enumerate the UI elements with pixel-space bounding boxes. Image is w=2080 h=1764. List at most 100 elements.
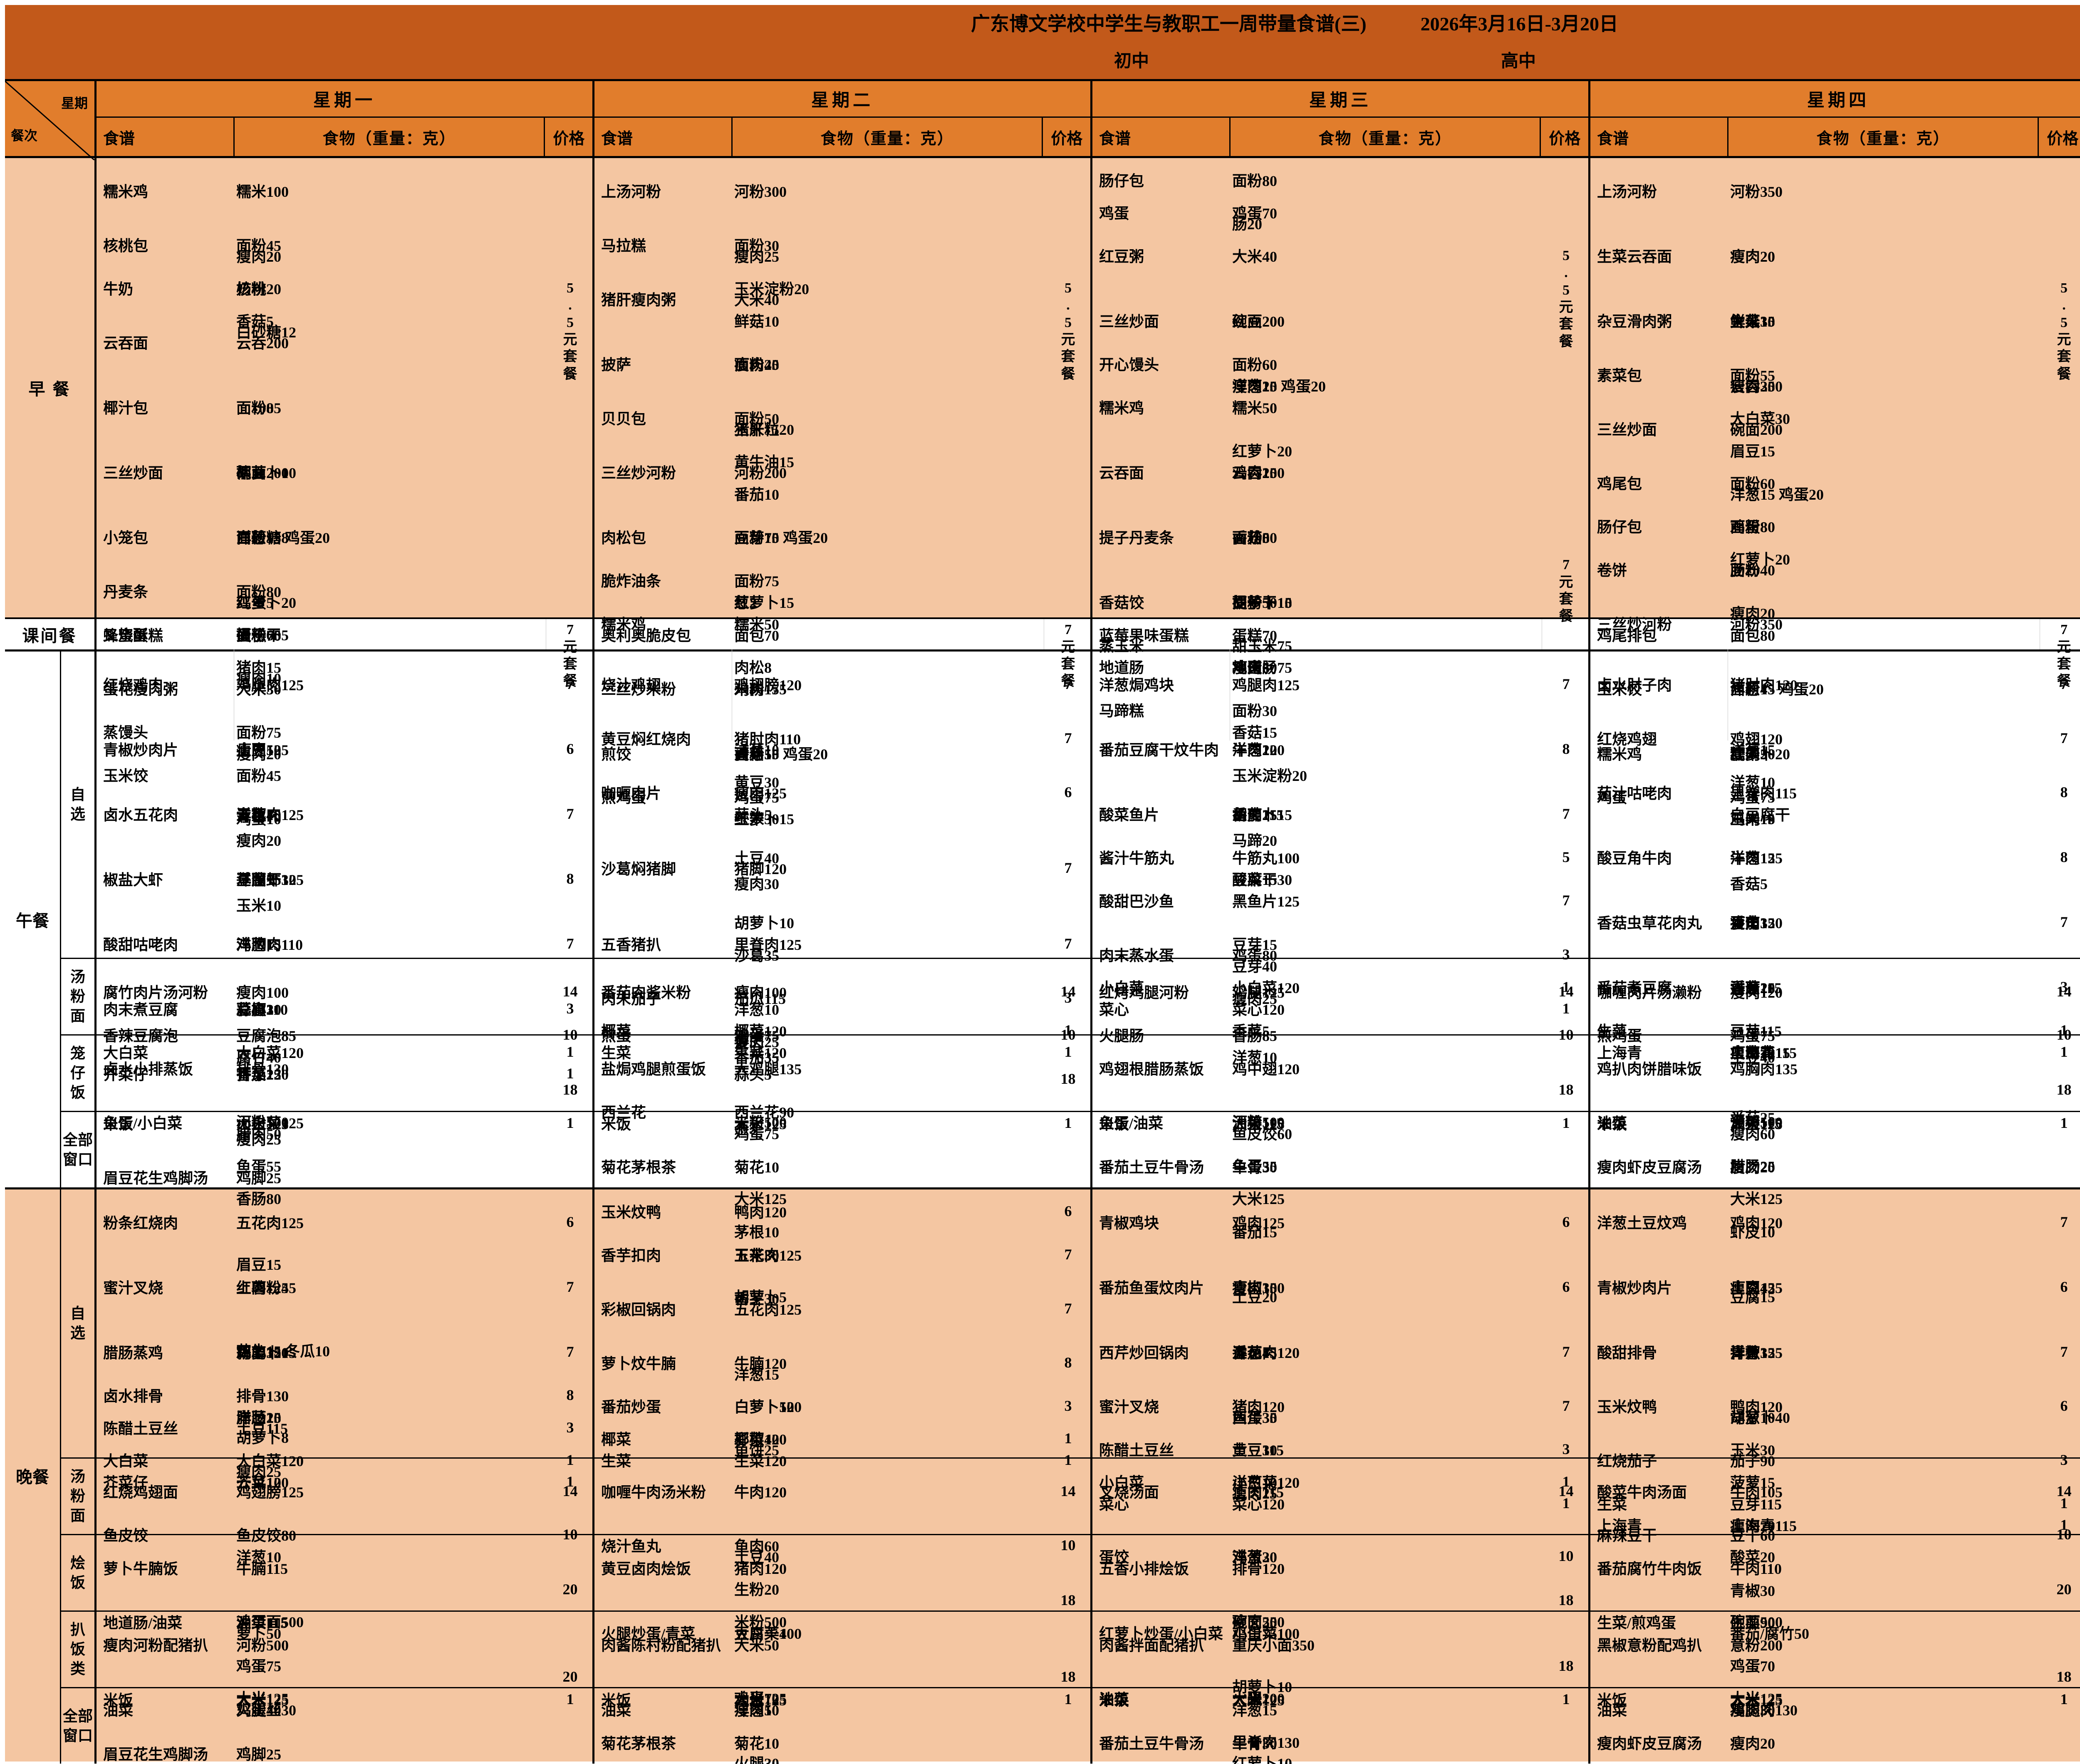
ingredient-slot: 茅根10 <box>734 1224 780 1241</box>
ingredient-slot: 洋葱15 <box>1232 1345 1278 1361</box>
col-header-food: 食物（重量：克） <box>233 118 544 156</box>
ingredient-slot: 鸡肉15 <box>1232 465 1278 481</box>
section-label: 全部窗口 <box>60 1112 94 1187</box>
dish-name: 油菜 <box>1597 1115 1627 1132</box>
section-days: 萝卜牛腩饭 牛腩115 萝卜50 大米125 地道肠/油菜 油菜115 鸡蛋75 20 黄豆卤肉… <box>94 1535 2080 1764</box>
ingredients-cell: 瘦肉100 腐竹40 河粉500 <box>234 959 546 1131</box>
ingredients-cell: 大白菜120 <box>234 1041 546 1063</box>
dish-name: 玉米饺 <box>103 768 149 784</box>
ingredient-slot: 豆芽15 <box>1232 937 1278 953</box>
ingredient-slot: 鸡蛋75 <box>1232 1625 1278 1642</box>
ingredient-slot: 瘦肉25 <box>1232 1485 1278 1502</box>
ingredient-slot: 瘦肉20 <box>1730 1518 1775 1534</box>
ingredient-slot: 大米125 <box>734 1692 787 1709</box>
ingredient-slot: 瘦肉20 <box>1730 248 1775 265</box>
price-cell: 3 <box>2060 979 2068 995</box>
dish-name: 贝贝包 <box>601 411 646 427</box>
ingredients-cell: 瘦肉125 青椒35 洋葱10 <box>1728 1254 2040 1426</box>
ingredient-slot: 腊肠20 <box>236 1410 282 1426</box>
ingredients-cell: 基围虾125 洋葱15 蒜心20 <box>234 846 546 1018</box>
ingredient-slot: 胡萝卜15 <box>1232 807 1293 823</box>
dish-name: 椰菜 <box>601 1023 631 1040</box>
ingredients-cell: 鸡肉120 腊肠20 云耳10 <box>234 1319 546 1491</box>
price-cell: 3 <box>1064 1397 1072 1414</box>
ingredient-slot: 红萝卜20 <box>1730 746 1790 763</box>
ingredients-cell: 猪肉120 黄豆30 <box>1230 1384 1542 1459</box>
price-cell <box>2040 1710 2080 1764</box>
col-header-food: 食物（重量：克） <box>1229 118 1540 156</box>
dish-name: 肉酱陈村粉配猪扒 <box>601 1637 721 1654</box>
ingredient-slot <box>732 710 1044 741</box>
dish-name: 肉末茄子 <box>601 991 661 1007</box>
dish-name: 上汤河粉 <box>1597 183 1657 200</box>
dish-name: 青椒炒肉片 <box>103 742 178 758</box>
ingredient-slot: 米粉500 <box>734 1614 787 1630</box>
dish-name: 油菜 <box>1099 1691 1129 1708</box>
price-cell: 14 <box>562 1483 578 1499</box>
dish-name: 香菇虫草花肉丸 <box>1597 915 1702 932</box>
ingredients-cell: 面粉50 黄牛油15 <box>732 396 1044 471</box>
ingredient-slot: 红薯粉45 <box>236 1280 297 1296</box>
ingredient-slot: 上海青115 <box>1730 1045 1797 1061</box>
price-cell: 6 <box>1562 1278 1570 1295</box>
dish-name: 三丝炒面 <box>1099 313 1159 330</box>
snack-days: 蜂蜜蛋糕蛋糕70奥利奥脆皮包面包70蓝莓果味蛋糕蛋糕70鸡尾排包面包80雅兰蛋糕… <box>94 619 2080 741</box>
dish-name: 茄汁咕咾肉 <box>1597 785 1672 802</box>
price-cell-merged: 18 <box>1060 1668 1076 1685</box>
breakfast-band: 早 餐糯米鸡 糯米100 瘦肉20 香菇5 核桃包 面粉45 核桃20 牛奶 奶粉 白砂糖12 云吞… <box>5 158 2080 914</box>
price-cell: 8 <box>566 1387 574 1403</box>
ingredient-slot: 面包70 <box>734 627 780 644</box>
ingredient-slot: 洋葱10 <box>734 1702 780 1719</box>
ingredient-slot: 面100 <box>236 400 274 416</box>
day-section: 番茄腐竹牛肉饭 牛肉110 番茄/腐竹50 大米125 生菜/煎鸡蛋 生菜90 鸡蛋70 20 <box>1588 1535 2080 1707</box>
price-cell: 7 <box>566 935 574 952</box>
ingredient-slot: 重庆小面350 <box>1232 1637 1315 1654</box>
ingredient-slot: 蛋糕70 <box>236 627 282 644</box>
dish-name: 大白菜 <box>103 1045 149 1061</box>
ingredients-cell: 大白菜120 <box>234 1449 546 1471</box>
ingredient-slot: 洋葱15 <box>1730 1345 1775 1361</box>
dish-name: 萝卜炆牛腩 <box>601 1355 676 1372</box>
ingredient-slot: 红萝卜20 <box>1730 551 1790 568</box>
ingredient-slot: 土豆115 <box>236 1420 288 1437</box>
price-cell: 10 <box>1060 1537 1076 1553</box>
dish-name: 腐竹肉片汤河粉 <box>103 984 208 1001</box>
ingredient-slot: 鸭肉120 <box>734 1204 787 1221</box>
ingredients-cell: 瘦肉120 香菇20 虫草花15 <box>1728 889 2040 1061</box>
ingredients-cell: 牛骨30 番茄15 土豆20 <box>1230 1134 1542 1306</box>
ingredient-slot: 云吞350 <box>1730 378 1783 395</box>
section-lz: 笼仔饭 卤水小排蒸饭 排骨130 腊肉50 香肠80 鱼蛋/小白菜 小白菜125 鱼蛋55 1… <box>60 1034 2080 1207</box>
dish-name: 黄豆卤肉烩饭 <box>601 1561 691 1577</box>
day-section: 咖喱肉片汤濑粉 瘦肉120 土豆40 濑粉500 14 煎鸡蛋 鸡蛋75 10 <box>1588 959 2080 1131</box>
ingredient-slot: 瘦肉20 <box>236 832 282 849</box>
ingredients-cell: 生菜90 鸡蛋70 <box>1728 1600 2040 1675</box>
day-section: 五香小排烩饭 排骨120 鸡蛋75 大米100 红萝卜炒蛋/小白菜 小白菜100 火腿20 红… <box>1090 1535 1588 1764</box>
dish-name: 咖喱牛肉汤米粉 <box>601 1484 706 1501</box>
ingredients-cell: 面粉30 玉米淀粉20 马蹄20 <box>1230 677 1542 849</box>
ingredient-slot: 青椒40 <box>236 807 282 823</box>
ingredient-slot: 鸡蛋40 <box>236 1702 282 1719</box>
ingredient-slot: 面粉75 <box>236 724 282 741</box>
ingredient-slot: 鸡蛋75 <box>734 789 780 806</box>
dish-name: 火腿炒蛋/青菜 <box>601 1625 696 1642</box>
ingredient-slot: 鸡翅膀125 <box>236 1484 304 1501</box>
ingredient-slot: 小白菜125 <box>236 1115 304 1132</box>
ingredient-slot: 大米125 <box>734 1191 787 1207</box>
dish-name: 糯米鸡 <box>103 183 149 200</box>
ingredient-slot: 香肠85 <box>1232 1028 1278 1044</box>
dish-name: 糯米鸡 <box>1099 400 1144 416</box>
dish-name: 杂豆滑肉粥 <box>1597 313 1672 330</box>
ingredient-slot: 面粉80 <box>1232 530 1278 546</box>
ingredient-slot: 豆芽15 鸡蛋20 <box>734 530 828 546</box>
ingredient-slot: 面粉65 <box>236 627 282 644</box>
ingredient-slot: 番茄15 <box>1232 1224 1278 1241</box>
day-section: 红烧鸡翅面 鸡翅膀125 洋葱10 鸡蛋面500 14 鱼皮饺 鱼皮饺80 10 <box>94 1459 592 1630</box>
price-cell: 14 <box>1060 983 1076 1000</box>
ingredients-cell: 猪肉120 豆腐干40 大米125 <box>732 1535 1044 1707</box>
ingredient-slot: 大米125 <box>1730 1191 1783 1207</box>
day-section: 叉烧汤面 上肉115 洋葱20 碗面500 14 蛋饺 鸡蛋30 瘦肉25 胡萝卜10 10 <box>1090 1459 1588 1695</box>
ingredient-slot: 西芹35 <box>1232 1410 1278 1426</box>
ingredients-cell: 里脊肉115 洋葱15 番茄35 <box>1728 760 2040 932</box>
price-cell: 1 <box>2060 1043 2068 1060</box>
